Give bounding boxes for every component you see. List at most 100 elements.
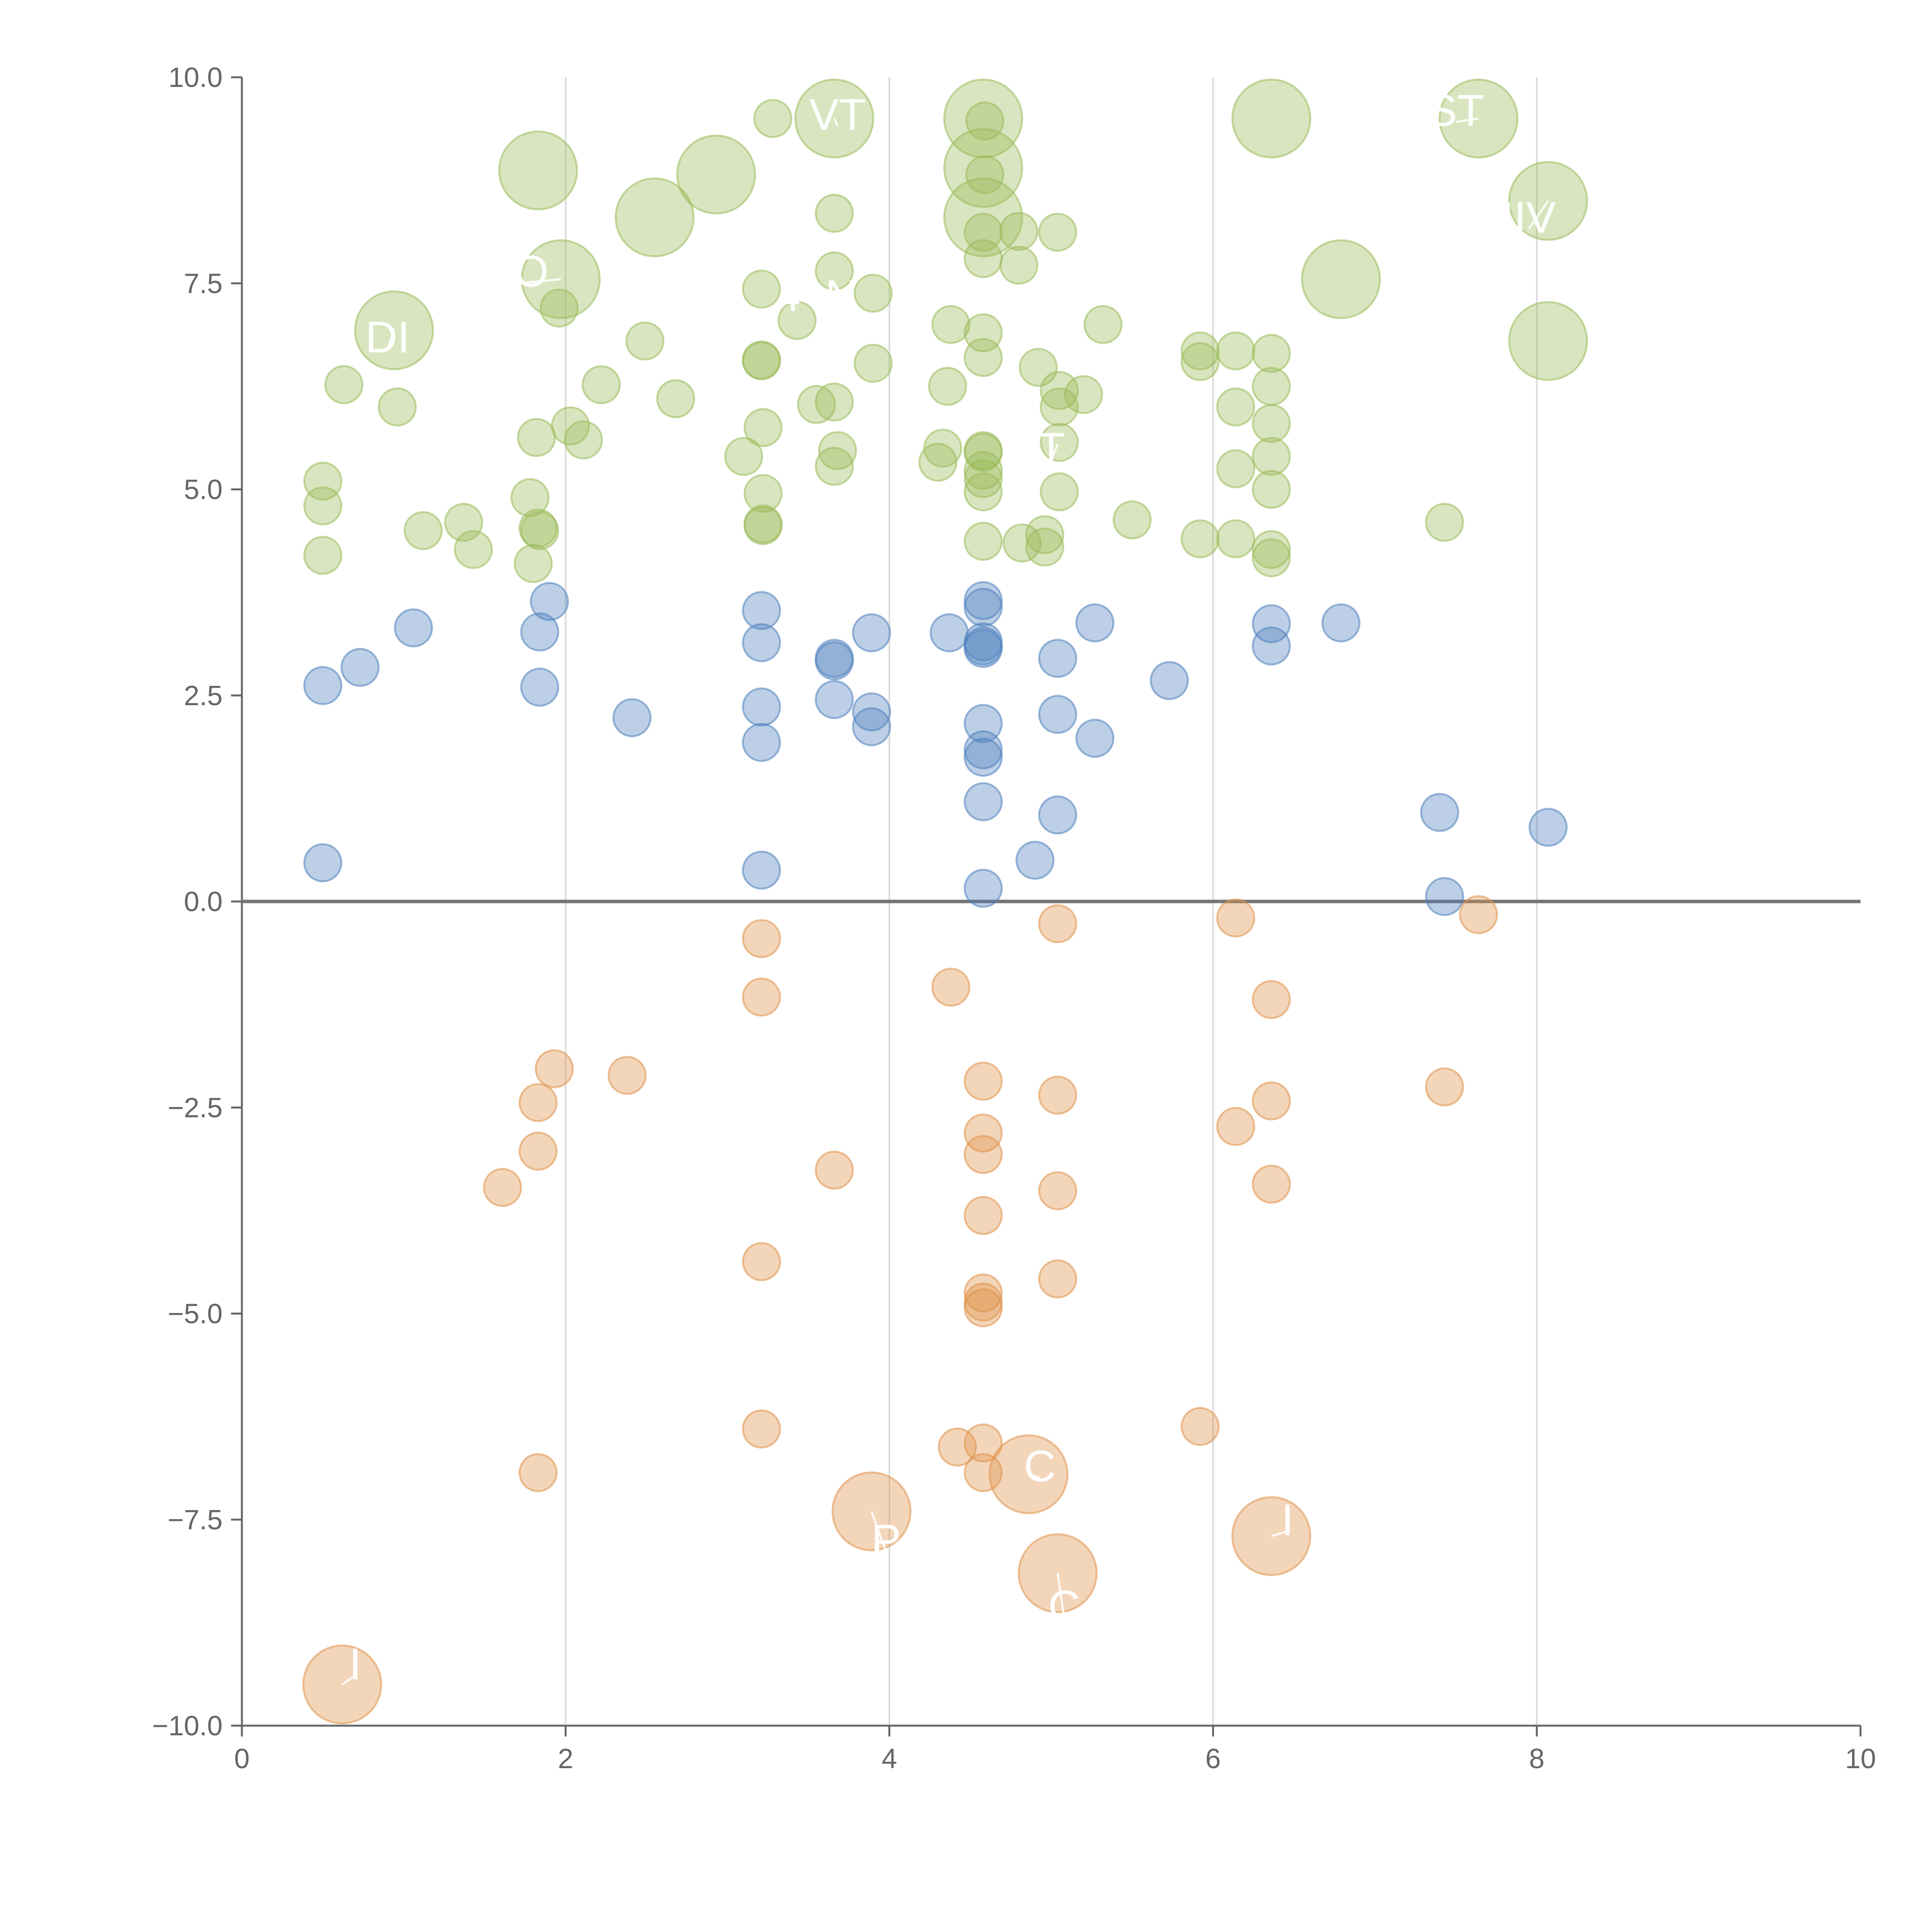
- data-point-high: [964, 451, 1003, 490]
- data-point-mid: [742, 723, 781, 762]
- data-point-high: [777, 301, 817, 340]
- data-point-mid: [612, 698, 652, 737]
- data-point-low: [742, 977, 781, 1017]
- annotation-leader: [386, 330, 395, 349]
- data-point-high: [1216, 449, 1255, 488]
- annotation-label: ST: [1427, 86, 1484, 135]
- data-point-high: [582, 365, 621, 405]
- data-point-high: [1252, 470, 1291, 509]
- data-point-mid: [742, 850, 781, 890]
- data-point-low: [1038, 904, 1077, 944]
- data-point-mid: [964, 869, 1003, 908]
- annotation-label: I: [1281, 1495, 1294, 1545]
- data-point-high: [943, 78, 1023, 158]
- data-point-high: [519, 509, 558, 548]
- data-point-mid: [1150, 661, 1189, 700]
- data-point-high: [854, 344, 893, 383]
- data-point-mid: [852, 707, 891, 747]
- data-point-low: [742, 1242, 781, 1281]
- data-point-low: [964, 1061, 1003, 1101]
- data-point-mid: [815, 680, 854, 719]
- data-point-high: [742, 269, 781, 309]
- annotation-leader: [342, 1674, 356, 1685]
- data-point-low: [964, 1273, 1003, 1313]
- data-point-mid: [1252, 626, 1291, 666]
- data-point-mid: [1529, 808, 1568, 847]
- data-point-high: [614, 177, 695, 257]
- data-point-mid: [964, 629, 1003, 668]
- data-point-low: [534, 1049, 574, 1088]
- data-point-mid: [742, 591, 781, 630]
- x-tick-label: 6: [1205, 1743, 1221, 1774]
- data-point-mid: [742, 623, 781, 662]
- annotation-leader: [1271, 1530, 1288, 1537]
- x-tick-label: 10: [1845, 1743, 1876, 1774]
- data-point-high: [1039, 423, 1079, 462]
- data-point-mid: [1420, 793, 1459, 832]
- data-point-low: [302, 1645, 383, 1725]
- x-tick-label: 4: [882, 1743, 897, 1774]
- data-point-high: [964, 472, 1003, 512]
- data-point-high: [1301, 239, 1381, 319]
- data-point-high: [1083, 305, 1123, 344]
- data-point-high: [625, 321, 665, 361]
- data-point-low: [519, 1131, 558, 1171]
- data-point-high: [1252, 437, 1291, 476]
- data-point-high: [815, 251, 854, 291]
- data-point-mid: [520, 667, 560, 707]
- data-point-high: [753, 99, 793, 138]
- annotation-label: 4–N: [776, 271, 857, 321]
- y-tick-label: 7.5: [184, 268, 223, 299]
- data-point-high: [999, 245, 1039, 285]
- data-point-mid: [303, 666, 342, 705]
- data-point-low: [1252, 980, 1291, 1019]
- data-point-high: [303, 486, 342, 526]
- data-point-mid: [815, 641, 854, 680]
- data-point-high: [1025, 515, 1065, 554]
- y-tick-label: −7.5: [168, 1505, 223, 1536]
- annotation-label: I: [349, 1639, 361, 1689]
- annotation-leader: [1456, 117, 1479, 123]
- data-point-high: [931, 305, 971, 344]
- data-point-low: [964, 1196, 1003, 1235]
- data-point-low: [1038, 1171, 1077, 1211]
- data-point-high: [454, 530, 493, 569]
- annotation-label: C: [1024, 1442, 1056, 1491]
- y-tick-label: 5.0: [184, 474, 223, 505]
- data-point-mid: [1252, 604, 1291, 643]
- data-point-mid: [394, 608, 433, 648]
- data-point-mid: [520, 612, 560, 652]
- data-point-low: [607, 1056, 647, 1095]
- annotation-leader: [1528, 200, 1549, 230]
- data-point-high: [1252, 538, 1291, 578]
- data-point-low: [964, 1135, 1003, 1174]
- data-point-mid: [930, 613, 969, 653]
- data-point-high: [517, 418, 556, 457]
- data-point-high: [743, 474, 783, 513]
- data-point-high: [854, 274, 893, 313]
- data-point-mid: [530, 582, 569, 621]
- annotations: VT ST IIV IO 4–N DI T P C C I I: [342, 86, 1556, 1689]
- annotation-leader: [871, 1511, 887, 1552]
- data-point-high: [1112, 500, 1152, 539]
- annotation-label: C: [1048, 1582, 1080, 1631]
- data-point-mid: [852, 692, 891, 731]
- y-tick-label: −5.0: [168, 1299, 223, 1330]
- y-tick-label: −2.5: [168, 1092, 223, 1123]
- data-point-high: [1216, 331, 1255, 371]
- data-point-high: [514, 544, 553, 583]
- data-point-mid: [1425, 877, 1464, 916]
- data-point-high: [1038, 213, 1077, 252]
- data-point-high: [742, 341, 781, 381]
- data-point-high: [1252, 530, 1291, 569]
- data-point-mid: [1075, 603, 1115, 643]
- data-point-high: [1252, 404, 1291, 443]
- data-point-mid: [1015, 840, 1055, 880]
- data-point-high: [743, 506, 783, 545]
- data-point-high: [1039, 472, 1079, 512]
- x-tick-label: 8: [1529, 1743, 1544, 1774]
- data-point-high: [498, 130, 578, 211]
- annotation-leader: [833, 118, 838, 126]
- annotation-label: IO: [502, 247, 548, 296]
- data-point-high: [1231, 78, 1311, 158]
